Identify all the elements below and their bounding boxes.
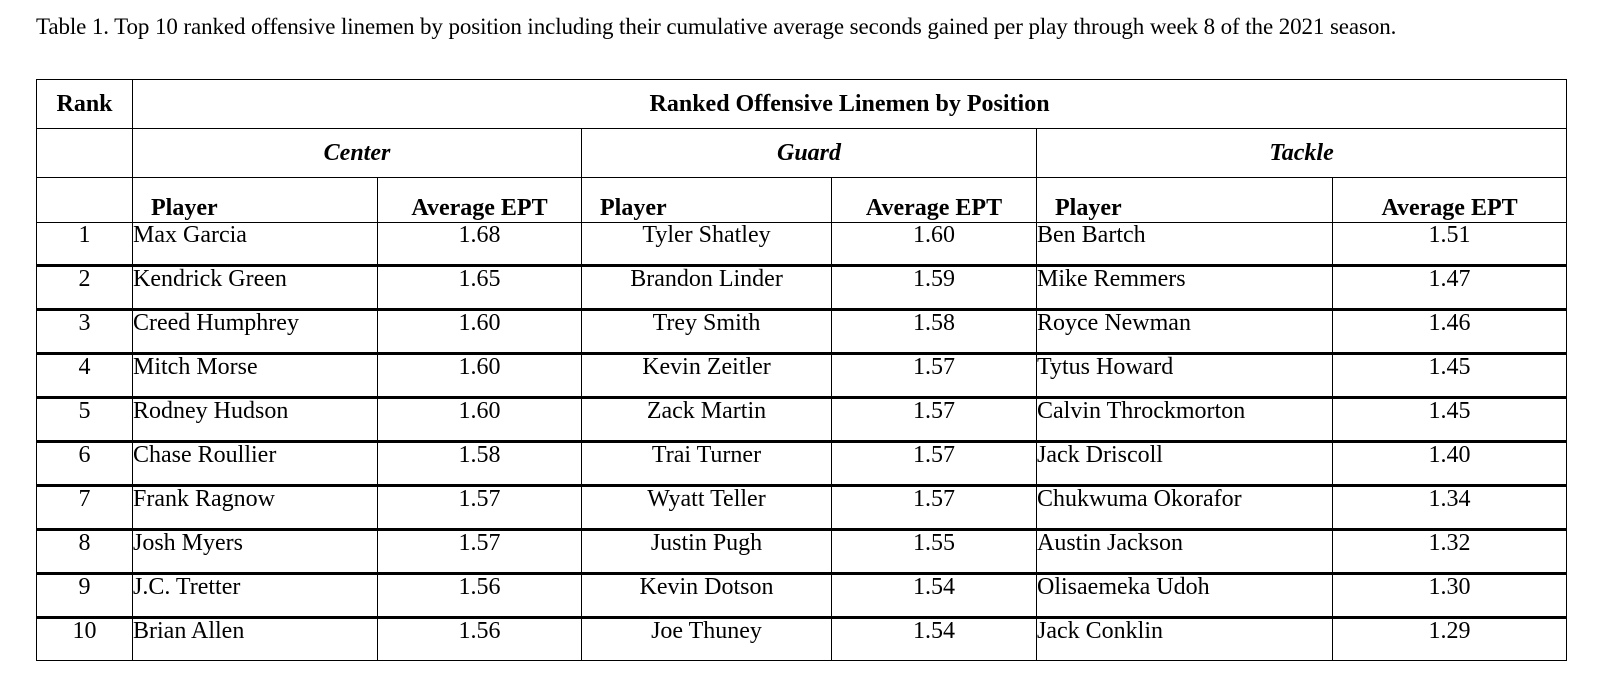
rank-cell: 10 xyxy=(36,616,133,661)
position-header-center: Center xyxy=(132,128,582,178)
tackle-player-header: Player xyxy=(1036,177,1333,223)
guard-ept-cell: 1.57 xyxy=(831,352,1037,398)
guard-player-cell: Trey Smith xyxy=(581,308,832,354)
tackle-ept-cell: 1.30 xyxy=(1331,572,1568,618)
guard-player-cell: Brandon Linder xyxy=(581,264,832,310)
tackle-ept-cell: 1.34 xyxy=(1331,484,1568,530)
guard-ept-cell: 1.57 xyxy=(831,440,1037,486)
tackle-ept-cell: 1.29 xyxy=(1331,616,1568,661)
guard-ept-cell: 1.54 xyxy=(831,616,1037,661)
table-row: 1 Max Garcia 1.68 Tyler Shatley 1.60 Ben Bart… xyxy=(36,222,1568,266)
center-player-cell: Rodney Hudson xyxy=(132,396,378,442)
tackle-ept-cell: 1.40 xyxy=(1331,440,1568,486)
center-player-cell: Mitch Morse xyxy=(132,352,378,398)
guard-player-cell: Justin Pugh xyxy=(581,528,832,574)
guard-player-cell: Kevin Zeitler xyxy=(581,352,832,398)
tackle-ept-cell: 1.46 xyxy=(1331,308,1568,354)
guard-ept-cell: 1.55 xyxy=(831,528,1037,574)
center-player-cell: Chase Roullier xyxy=(132,440,378,486)
linemen-table: Rank Ranked Offensive Linemen by Positio… xyxy=(36,79,1568,661)
center-player-cell: Frank Ragnow xyxy=(132,484,378,530)
tackle-ept-cell: 1.47 xyxy=(1331,264,1568,310)
rank-cell: 2 xyxy=(36,264,133,310)
table-row: 3 Creed Humphrey 1.60 Trey Smith 1.58 Royce N… xyxy=(36,308,1568,354)
center-ept-cell: 1.58 xyxy=(377,440,582,486)
center-player-cell: J.C. Tretter xyxy=(132,572,378,618)
tackle-player-cell: Tytus Howard xyxy=(1036,352,1333,398)
guard-ept-cell: 1.57 xyxy=(831,484,1037,530)
center-player-cell: Brian Allen xyxy=(132,616,378,661)
center-ept-header: Average EPT xyxy=(377,177,582,223)
center-ept-cell: 1.68 xyxy=(377,222,582,266)
center-ept-cell: 1.56 xyxy=(377,572,582,618)
tackle-ept-cell: 1.51 xyxy=(1331,222,1568,266)
guard-player-cell: Wyatt Teller xyxy=(581,484,832,530)
rank-header-blank xyxy=(36,128,133,178)
center-ept-cell: 1.56 xyxy=(377,616,582,661)
rank-cell: 5 xyxy=(36,396,133,442)
table-row: 9 J.C. Tretter 1.56 Kevin Dotson 1.54 Olisaem… xyxy=(36,572,1568,618)
guard-player-cell: Tyler Shatley xyxy=(581,222,832,266)
tackle-player-cell: Ben Bartch xyxy=(1036,222,1333,266)
guard-ept-cell: 1.58 xyxy=(831,308,1037,354)
tackle-ept-cell: 1.32 xyxy=(1331,528,1568,574)
center-player-cell: Kendrick Green xyxy=(132,264,378,310)
guard-player-cell: Zack Martin xyxy=(581,396,832,442)
table-row: 6 Chase Roullier 1.58 Trai Turner 1.57 Jack D… xyxy=(36,440,1568,486)
tackle-ept-cell: 1.45 xyxy=(1331,396,1568,442)
center-ept-cell: 1.60 xyxy=(377,352,582,398)
rank-header: Rank xyxy=(36,79,133,129)
header-row-positions: Center Guard Tackle xyxy=(36,128,1568,178)
center-player-cell: Max Garcia xyxy=(132,222,378,266)
position-header-guard: Guard xyxy=(581,128,1037,178)
table-row: 8 Josh Myers 1.57 Justin Pugh 1.55 Austin Jac… xyxy=(36,528,1568,574)
rank-cell: 9 xyxy=(36,572,133,618)
center-player-cell: Josh Myers xyxy=(132,528,378,574)
guard-ept-header: Average EPT xyxy=(831,177,1037,223)
guard-player-header: Player xyxy=(581,177,832,223)
center-player-cell: Creed Humphrey xyxy=(132,308,378,354)
table-row: 4 Mitch Morse 1.60 Kevin Zeitler 1.57 Tytus H… xyxy=(36,352,1568,398)
guard-player-cell: Kevin Dotson xyxy=(581,572,832,618)
rank-cell: 1 xyxy=(36,222,133,266)
rank-cell: 8 xyxy=(36,528,133,574)
table-row: 7 Frank Ragnow 1.57 Wyatt Teller 1.57 Chukwum… xyxy=(36,484,1568,530)
table-row: 5 Rodney Hudson 1.60 Zack Martin 1.57 Calvin … xyxy=(36,396,1568,442)
center-ept-cell: 1.65 xyxy=(377,264,582,310)
guard-ept-cell: 1.54 xyxy=(831,572,1037,618)
center-player-header: Player xyxy=(132,177,378,223)
header-row-columns: Player Average EPT Player Average EPT Pl… xyxy=(36,177,1568,223)
tackle-player-cell: Jack Driscoll xyxy=(1036,440,1333,486)
rank-cell: 4 xyxy=(36,352,133,398)
tackle-player-cell: Mike Remmers xyxy=(1036,264,1333,310)
tackle-ept-cell: 1.45 xyxy=(1331,352,1568,398)
rank-cell: 7 xyxy=(36,484,133,530)
header-row-1: Rank Ranked Offensive Linemen by Positio… xyxy=(36,79,1568,129)
tackle-player-cell: Jack Conklin xyxy=(1036,616,1333,661)
center-ept-cell: 1.60 xyxy=(377,396,582,442)
rank-cell: 3 xyxy=(36,308,133,354)
guard-ept-cell: 1.59 xyxy=(831,264,1037,310)
guard-player-cell: Trai Turner xyxy=(581,440,832,486)
tackle-player-cell: Austin Jackson xyxy=(1036,528,1333,574)
position-header-tackle: Tackle xyxy=(1035,128,1568,178)
rank-cell: 6 xyxy=(36,440,133,486)
tackle-ept-header: Average EPT xyxy=(1331,177,1568,223)
table-row: 2 Kendrick Green 1.65 Brandon Linder 1.59 Mik… xyxy=(36,264,1568,310)
tackle-player-cell: Chukwuma Okorafor xyxy=(1036,484,1333,530)
guard-ept-cell: 1.60 xyxy=(831,222,1037,266)
center-ept-cell: 1.57 xyxy=(377,528,582,574)
guard-player-cell: Joe Thuney xyxy=(581,616,832,661)
tackle-player-cell: Calvin Throckmorton xyxy=(1036,396,1333,442)
tackle-player-cell: Royce Newman xyxy=(1036,308,1333,354)
center-ept-cell: 1.60 xyxy=(377,308,582,354)
center-ept-cell: 1.57 xyxy=(377,484,582,530)
table-row: 10 Brian Allen 1.56 Joe Thuney 1.54 Jack Conk… xyxy=(36,616,1568,661)
rank-header-blank xyxy=(36,177,133,223)
tackle-player-cell: Olisaemeka Udoh xyxy=(1036,572,1333,618)
guard-ept-cell: 1.57 xyxy=(831,396,1037,442)
table-caption: Table 1. Top 10 ranked offensive linemen… xyxy=(36,14,1397,39)
group-header: Ranked Offensive Linemen by Position xyxy=(131,79,1568,129)
